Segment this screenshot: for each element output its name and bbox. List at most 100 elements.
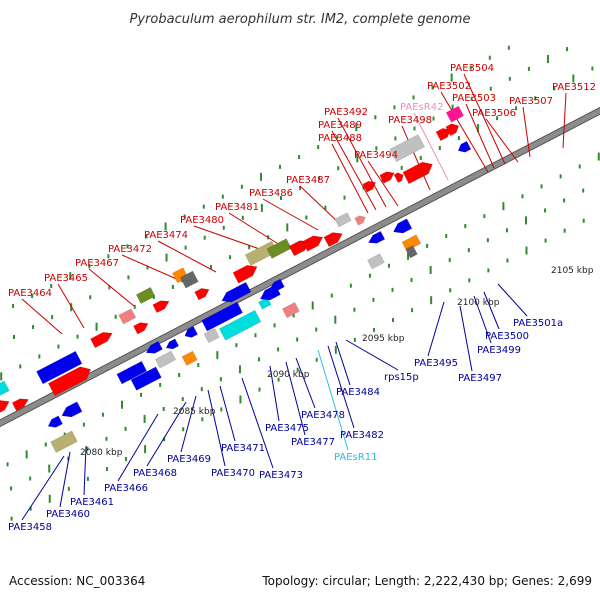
gene-label-top: PAE3504 <box>450 63 494 74</box>
label-leader <box>401 125 431 191</box>
gene-feature <box>362 180 377 193</box>
label-leader <box>269 365 280 422</box>
gene-label-top: PAE3506 <box>472 108 516 119</box>
gene-feature <box>334 212 352 228</box>
label-leader <box>285 361 306 436</box>
gene-feature <box>269 278 285 291</box>
gene-label-bottom: PAE3473 <box>259 470 303 481</box>
kbp-label: 2090 kbp <box>267 370 310 380</box>
gene-feature <box>179 270 199 289</box>
kbp-label: 2105 kbp <box>551 266 594 276</box>
gene-feature <box>366 253 385 270</box>
gene-label-bottom: PAE3484 <box>336 387 380 398</box>
gene-label-top: PAE3498 <box>388 115 432 126</box>
label-leader <box>562 92 567 149</box>
gene-label-bottom: PAE3477 <box>291 437 335 448</box>
gene-feature <box>203 327 220 344</box>
gene-label-bottom: PAE3482 <box>340 430 384 441</box>
gene-feature <box>47 366 92 397</box>
label-leader <box>295 357 316 409</box>
gene-label-top: PAE3502 <box>427 81 471 92</box>
gene-label-bottom: PAEsR11 <box>334 452 377 463</box>
label-leader <box>331 130 377 211</box>
gene-label-top: PAE3464 <box>8 288 52 299</box>
gene-feature <box>194 288 210 301</box>
gene-label-top: PAE3492 <box>324 107 368 118</box>
gene-feature <box>457 140 472 153</box>
gene-feature <box>133 322 149 335</box>
label-leader <box>459 305 473 372</box>
gene-feature <box>152 300 170 314</box>
gene-feature <box>218 309 262 341</box>
gene-label-top: PAE3507 <box>509 96 553 107</box>
gene-label-bottom: PAE3471 <box>221 443 265 454</box>
gene-label-bottom: PAE3466 <box>104 483 148 494</box>
label-leader <box>331 143 369 214</box>
gene-feature <box>445 123 460 137</box>
label-leader <box>367 160 399 207</box>
gene-feature <box>135 286 156 305</box>
gene-label-bottom: PAE3475 <box>265 423 309 434</box>
label-leader <box>157 240 217 273</box>
label-leader <box>59 451 71 508</box>
gene-label-top: PAE3465 <box>44 273 88 284</box>
gene-feature <box>36 350 83 385</box>
gene-feature <box>445 105 465 123</box>
label-leader <box>440 91 489 173</box>
gene-label-bottom: PAE3458 <box>8 522 52 533</box>
gene-feature <box>367 230 386 244</box>
gene-label-top: PAE3488 <box>318 133 362 144</box>
label-leader <box>337 117 387 208</box>
label-leader <box>483 291 500 330</box>
label-leader <box>473 295 492 344</box>
gene-feature <box>145 340 163 354</box>
label-leader <box>413 112 449 181</box>
gene-feature <box>401 234 422 252</box>
gene-feature <box>201 301 244 332</box>
kbp-label: 2080 kbp <box>80 448 123 458</box>
label-leader <box>117 413 159 482</box>
tick-marks <box>0 45 600 521</box>
gene-label-top: PAE3487 <box>286 175 330 186</box>
gene-label-bottom: PAE3460 <box>46 509 90 520</box>
gene-feature <box>61 401 83 418</box>
gene-feature <box>118 308 137 325</box>
gene-label-top: PAE3503 <box>452 93 496 104</box>
label-leader <box>21 298 63 335</box>
label-leader <box>228 212 281 246</box>
label-leader <box>335 341 351 386</box>
gene-label-top: PAEsR42 <box>400 102 443 113</box>
gene-feature <box>11 398 29 412</box>
gene-feature <box>435 128 452 142</box>
gene-feature <box>50 430 78 454</box>
label-leader <box>485 118 519 163</box>
gene-label-top: PAE3474 <box>144 230 188 241</box>
gene-feature <box>130 366 162 391</box>
gene-feature <box>392 218 413 234</box>
gene-feature <box>154 350 177 369</box>
gene-label-top: PAE3480 <box>180 215 224 226</box>
gene-feature <box>281 301 300 319</box>
gene-feature <box>90 332 113 349</box>
kbp-label: 2085 kbp <box>173 407 216 417</box>
label-leader <box>262 198 319 231</box>
label-leader <box>463 73 506 165</box>
gene-label-bottom: PAE3501a <box>513 318 563 329</box>
gene-feature <box>402 161 433 185</box>
gene-label-top: PAE3486 <box>249 188 293 199</box>
kbp-label: 2095 kbp <box>362 334 405 344</box>
label-leader <box>193 225 269 253</box>
gene-feature <box>405 245 418 259</box>
gene-label-top: PAE3481 <box>215 202 259 213</box>
gene-label-bottom: PAE3478 <box>301 410 345 421</box>
gene-label-top: PAE3489 <box>318 120 362 131</box>
gene-label-bottom: rps15p <box>384 372 419 383</box>
gene-label-bottom: PAE3461 <box>70 497 114 508</box>
gene-feature <box>393 172 404 184</box>
label-leader <box>317 349 349 451</box>
gene-label-bottom: PAE3499 <box>477 345 521 356</box>
gene-feature <box>0 400 10 413</box>
gene-feature <box>389 134 426 163</box>
label-leader <box>497 283 528 317</box>
